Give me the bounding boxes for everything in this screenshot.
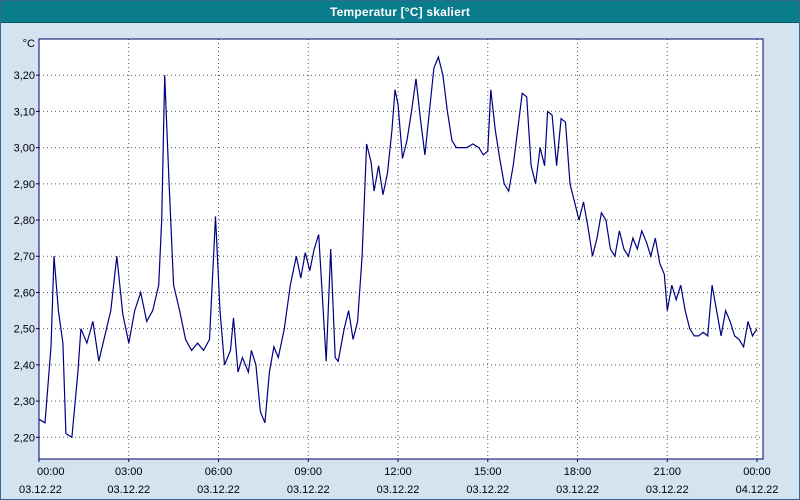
x-tick-time: 00:00 xyxy=(743,466,771,478)
x-tick-date: 03.12.22 xyxy=(287,484,330,496)
y-tick-label: 3,20 xyxy=(14,70,35,82)
temperature-chart: °C 2,20 2,30 2,40 2,50 2,60 2,70 2,80 2,90 3,00 3,… xyxy=(14,38,779,496)
x-tick-date: 03.12.22 xyxy=(556,484,599,496)
window-title: Temperatur [°C] skaliert xyxy=(329,4,471,19)
x-tick-time: 03:00 xyxy=(115,466,143,478)
axis-labels: °C 2,20 2,30 2,40 2,50 2,60 2,70 2,80 2,90 3,00 3,… xyxy=(14,38,779,496)
y-tick-label: 3,10 xyxy=(14,106,35,118)
plot-background xyxy=(39,39,763,459)
x-tick-date: 03.12.22 xyxy=(377,484,420,496)
temperature-line xyxy=(38,55,758,439)
y-tick-label: 3,00 xyxy=(14,143,35,155)
x-tick-time: 18:00 xyxy=(564,466,592,478)
y-tick-label: 2,30 xyxy=(14,396,35,408)
y-tick-label: 2,80 xyxy=(14,215,35,227)
y-tick-label: 2,60 xyxy=(14,287,35,299)
x-tick-time: 06:00 xyxy=(205,466,233,478)
y-axis-unit: °C xyxy=(23,38,35,50)
y-tick-label: 2,90 xyxy=(14,179,35,191)
x-tick-time: 12:00 xyxy=(384,466,412,478)
plot-border xyxy=(38,38,764,460)
x-tick-time: 21:00 xyxy=(653,466,681,478)
x-tick-time: 15:00 xyxy=(474,466,502,478)
window-title-bar: Temperatur [°C] skaliert xyxy=(1,1,799,23)
y-tick-label: 2,70 xyxy=(14,251,35,263)
x-tick-date: 03.12.22 xyxy=(107,484,150,496)
x-tick-time: 09:00 xyxy=(294,466,322,478)
x-tick-date: 03.12.22 xyxy=(197,484,240,496)
y-tick-label: 2,20 xyxy=(14,432,35,444)
x-tick-date: 03.12.22 xyxy=(466,484,509,496)
y-tick-label: 2,40 xyxy=(14,360,35,372)
x-tick-date: 04.12.22 xyxy=(736,484,779,496)
x-tick-time: 00:00 xyxy=(37,466,65,478)
y-tick-label: 2,50 xyxy=(14,324,35,336)
x-tick-date: 03.12.22 xyxy=(646,484,689,496)
tick-marks xyxy=(36,74,758,462)
x-tick-date: 03.12.22 xyxy=(19,484,62,496)
